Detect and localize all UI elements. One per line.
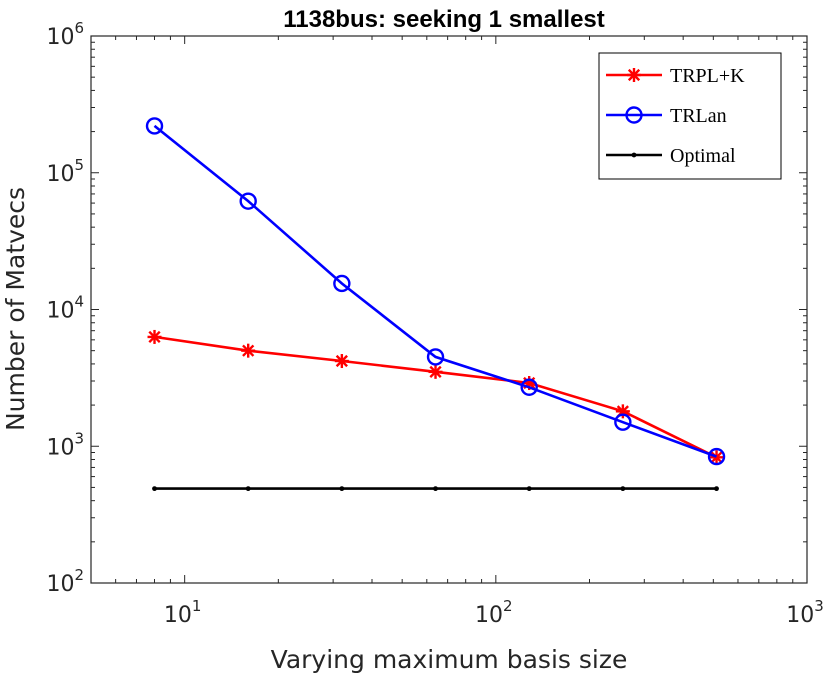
legend-label: TRPL+K — [670, 65, 745, 87]
axes-box — [90, 35, 808, 584]
data-point-optimal — [620, 486, 626, 492]
y-tick-label: 106 — [46, 19, 84, 50]
legend-item-trlan: TRLan — [606, 105, 727, 127]
data-point-optimal — [245, 486, 251, 492]
data-point-trlan — [614, 413, 632, 431]
chart-title: 1138bus: seeking 1 smallest — [283, 6, 605, 33]
y-axis-label: Number of Matvecs — [1, 187, 30, 431]
legend-label: Optimal — [670, 145, 736, 167]
data-point-optimal — [714, 486, 719, 492]
data-point-trlan — [520, 378, 538, 396]
legend-item-trpl-k: TRPL+K — [606, 65, 745, 87]
x-tick-label: 102 — [475, 597, 513, 628]
data-point-optimal — [526, 486, 532, 492]
data-point-trlan — [145, 117, 164, 135]
y-tick-label: 102 — [46, 566, 84, 597]
y-tick-label: 103 — [46, 429, 84, 460]
data-point-trpl-k — [334, 354, 349, 369]
legend-item-optimal: Optimal — [606, 145, 736, 167]
legend-marker — [631, 152, 637, 158]
data-point-trlan — [707, 447, 726, 466]
legend-label: TRLan — [670, 105, 727, 127]
series-layer — [145, 117, 726, 492]
series-line-trlan — [153, 124, 717, 458]
legend-marker — [627, 68, 641, 82]
y-tick-labels: 102 103 104 105 106 — [46, 19, 84, 597]
x-tick-labels: 101 102 103 — [164, 597, 824, 628]
legend-marker — [625, 106, 643, 124]
data-point-trpl-k — [241, 343, 256, 358]
data-point-optimal — [339, 486, 345, 492]
y-tick-label: 104 — [46, 293, 84, 324]
data-point-optimal — [433, 486, 438, 492]
data-point-trlan — [333, 274, 351, 293]
data-point-trpl-k — [709, 450, 724, 465]
legend: TRPL+K TRLan Optimal — [598, 52, 782, 180]
y-tick-label: 105 — [46, 156, 84, 187]
data-point-trlan — [239, 192, 257, 210]
x-tick-label: 103 — [786, 597, 824, 628]
minor-ticks — [90, 36, 807, 583]
data-point-trpl-k — [428, 364, 443, 379]
data-point-trpl-k — [147, 329, 162, 344]
x-axis-label: Varying maximum basis size — [271, 645, 628, 674]
data-point-optimal — [152, 486, 157, 492]
data-point-trlan — [426, 348, 445, 366]
x-tick-label: 101 — [164, 597, 202, 628]
